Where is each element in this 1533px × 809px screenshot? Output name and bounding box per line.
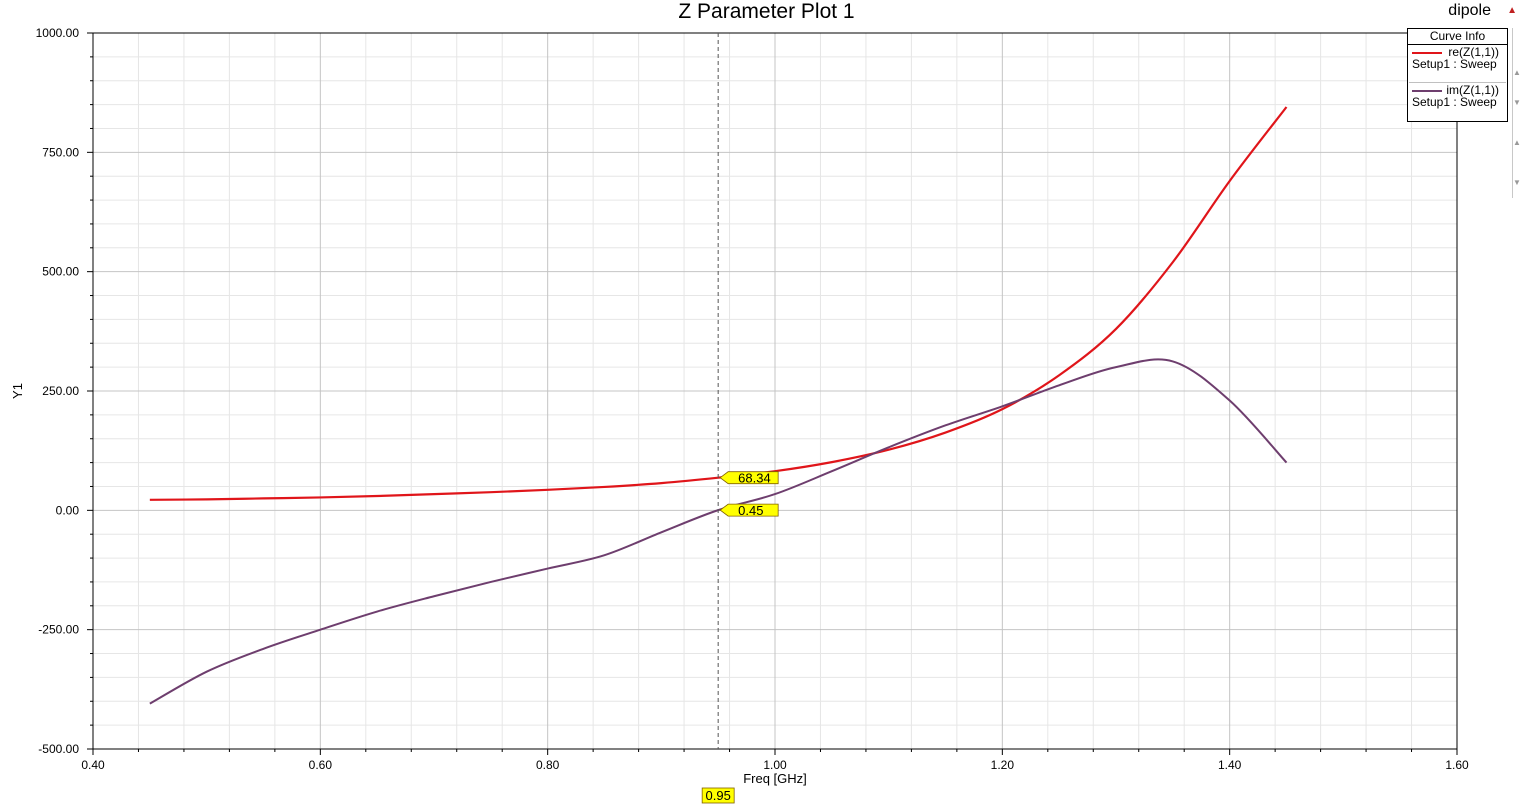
cursor-x-value: 0.95 [706, 788, 731, 803]
scroll-down-icon[interactable]: ▼ [1513, 178, 1521, 187]
plot-title: Z Parameter Plot 1 [678, 0, 855, 23]
x-tick-labels: 0.40 0.60 0.80 1.00 1.20 1.40 1.60 [81, 758, 1469, 772]
x-tick-label: 1.60 [1445, 758, 1469, 772]
re-marker-tag[interactable] [719, 471, 779, 485]
y-tick-label: 750.00 [42, 145, 79, 159]
x-tick-label: 1.00 [763, 758, 787, 772]
re-marker-value: 68.34 [738, 471, 771, 486]
y-tick-label: 250.00 [42, 384, 79, 398]
y-tick-label: -500.00 [38, 742, 79, 756]
x-tick-label: 0.60 [309, 758, 333, 772]
scroll-up-icon[interactable]: ▲ [1513, 138, 1521, 147]
y-tick-labels: 1000.00 750.00 500.00 250.00 0.00 -250.00 -500… [36, 26, 80, 756]
collapse-arrow-icon[interactable]: ▲ [1507, 5, 1517, 16]
legend-separator [1409, 82, 1506, 83]
axis-ticks [87, 32, 1458, 755]
x-tick-label: 0.80 [536, 758, 560, 772]
legend-swatch-im [1412, 90, 1442, 92]
legend-scroll-track[interactable]: ▲ ▼ ▲ ▼ [1512, 28, 1521, 198]
legend-expr-re: re(Z(1,1)) [1448, 45, 1499, 59]
design-name: dipole [1448, 2, 1491, 19]
x-tick-label: 1.40 [1218, 758, 1242, 772]
marker-labels: 68.34 0.45 0.95 [701, 471, 779, 804]
im-marker-value: 0.45 [738, 503, 763, 518]
legend-setup-im: Setup1 : Sweep [1412, 95, 1497, 109]
x-tick-label: 1.20 [991, 758, 1015, 772]
curve-info-legend[interactable]: Curve Info re(Z(1,1)) Setup1 : Sweep im(… [1407, 28, 1508, 122]
x-tick-label: 0.40 [81, 758, 105, 772]
legend-expr-im: im(Z(1,1)) [1446, 83, 1499, 97]
y-tick-label: 0.00 [56, 503, 80, 517]
legend-entry-re[interactable]: re(Z(1,1)) Setup1 : Sweep [1408, 45, 1507, 83]
y-axis-label: Y1 [10, 383, 25, 399]
y-tick-label: 1000.00 [36, 26, 80, 40]
legend-setup-re: Setup1 : Sweep [1412, 57, 1497, 71]
scroll-down-icon[interactable]: ▼ [1513, 98, 1521, 107]
major-grid [93, 33, 1457, 749]
x-axis-label: Freq [GHz] [743, 771, 807, 786]
y-tick-label: 500.00 [42, 265, 79, 279]
im-marker-tag[interactable] [719, 503, 779, 517]
legend-swatch-re [1412, 52, 1442, 54]
y-tick-label: -250.00 [38, 623, 79, 637]
legend-header: Curve Info [1408, 29, 1507, 45]
scroll-up-icon[interactable]: ▲ [1513, 68, 1521, 77]
legend-entry-im[interactable]: im(Z(1,1)) Setup1 : Sweep [1408, 83, 1507, 121]
cursor-x-tag[interactable] [701, 787, 735, 804]
